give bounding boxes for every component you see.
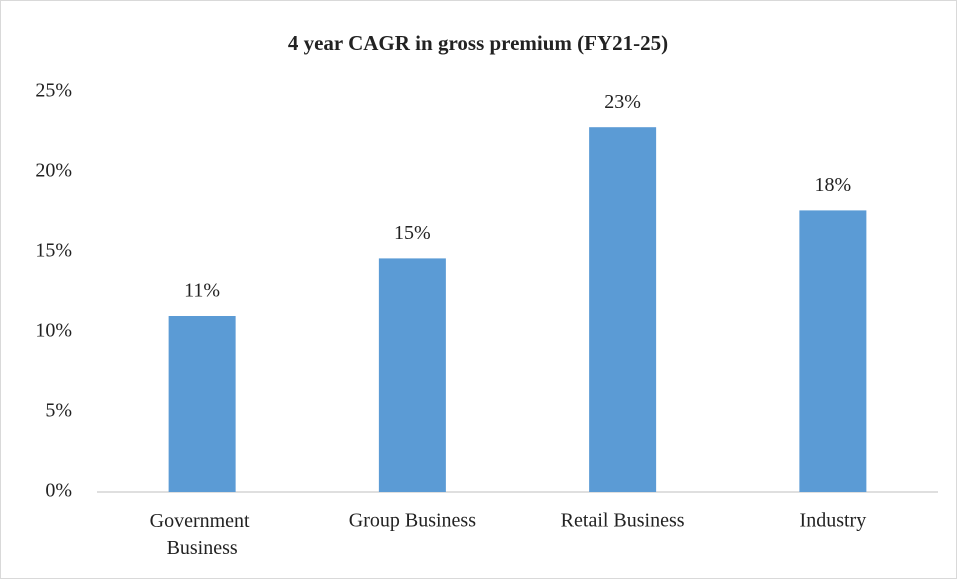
y-tick-label: 10% xyxy=(35,320,72,342)
x-tick-label: Retail Business xyxy=(561,510,685,532)
bar xyxy=(589,127,657,492)
data-label: 18% xyxy=(815,174,852,196)
y-tick-label: 0% xyxy=(45,480,72,502)
x-tick-label: Government Business xyxy=(150,510,255,559)
y-tick-label: 20% xyxy=(35,160,72,182)
data-label: 23% xyxy=(604,91,641,113)
bar xyxy=(799,210,867,492)
bar xyxy=(378,258,446,492)
bar xyxy=(168,316,236,492)
x-tick-label: Industry xyxy=(800,510,867,532)
chart-title: 4 year CAGR in gross premium (FY21-25) xyxy=(288,31,668,55)
y-tick-label: 5% xyxy=(45,400,72,422)
y-tick-label: 25% xyxy=(35,80,72,102)
y-tick-label: 15% xyxy=(35,240,72,262)
data-label: 15% xyxy=(394,222,431,244)
x-tick-label: Group Business xyxy=(349,510,476,532)
data-label: 11% xyxy=(184,280,220,302)
